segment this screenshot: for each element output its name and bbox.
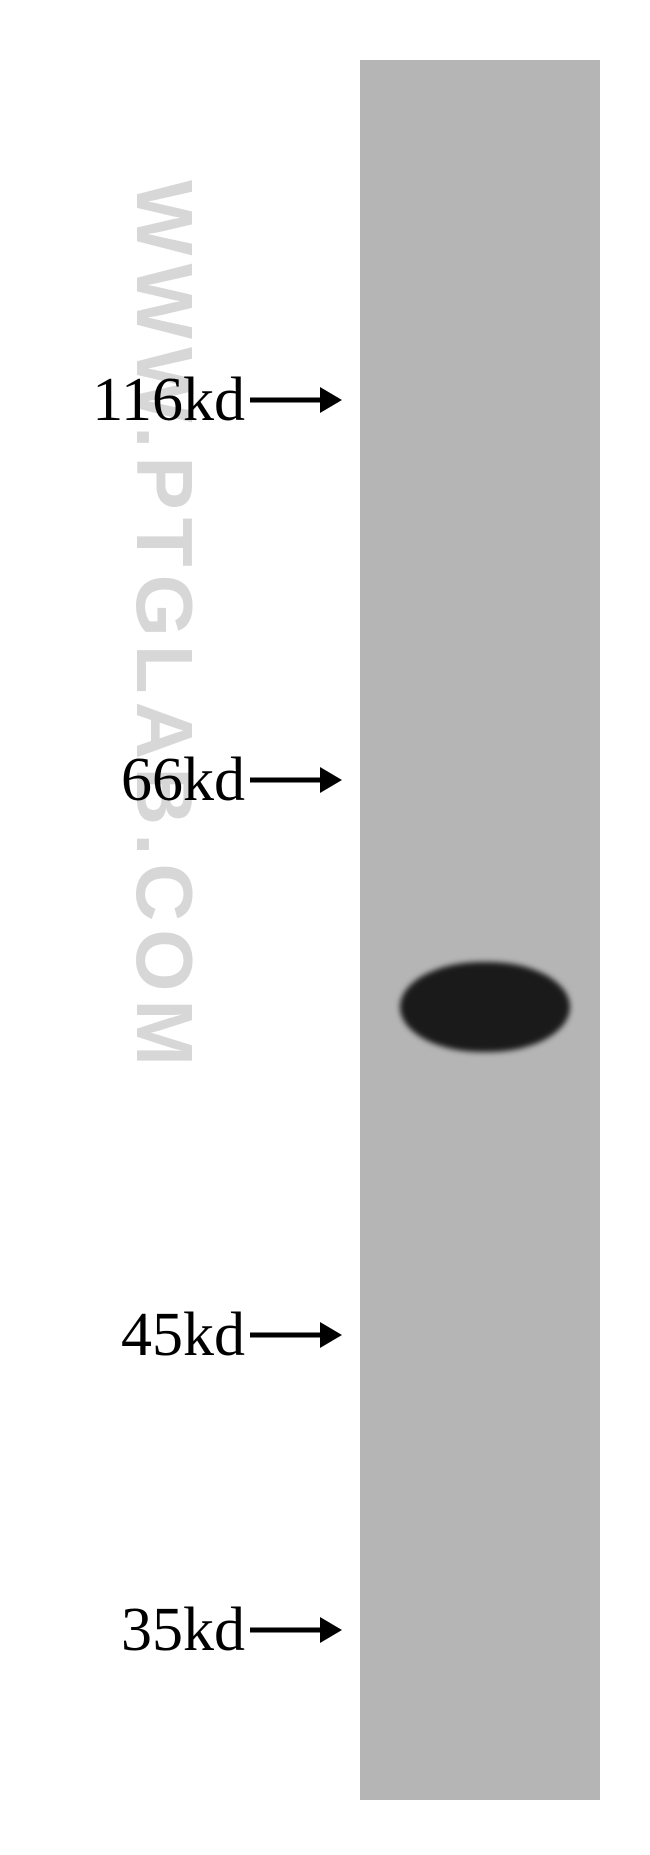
mw-label: 66kd — [0, 745, 245, 816]
arrow-icon — [250, 369, 340, 431]
gel-lane — [360, 60, 600, 1800]
mw-label: 35kd — [0, 1595, 245, 1666]
watermark-text: WWW.PTGLAB.COM — [118, 180, 210, 1074]
protein-band — [400, 962, 570, 1052]
mw-marker-45kd: 45kd — [0, 1304, 340, 1366]
mw-label: 116kd — [0, 365, 245, 436]
mw-marker-116kd: 116kd — [0, 369, 340, 431]
blot-canvas: WWW.PTGLAB.COM 116kd 66kd 45kd 35kd — [0, 0, 650, 1855]
mw-label: 45kd — [0, 1300, 245, 1371]
arrow-icon — [250, 1304, 340, 1366]
arrow-icon — [250, 749, 340, 811]
mw-marker-35kd: 35kd — [0, 1599, 340, 1661]
arrow-icon — [250, 1599, 340, 1661]
mw-marker-66kd: 66kd — [0, 749, 340, 811]
